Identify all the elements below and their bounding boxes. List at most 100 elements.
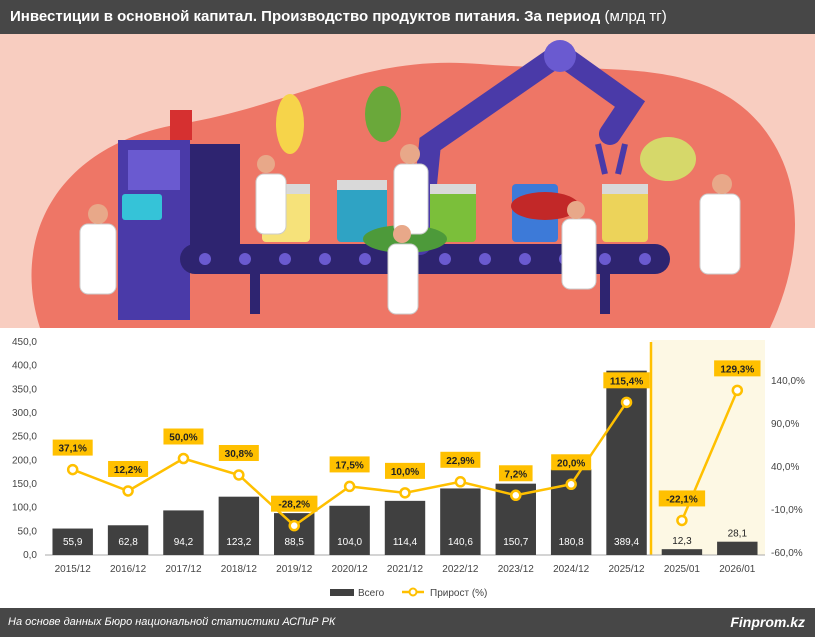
y-left-tick-label: 400,0 (12, 361, 37, 372)
bar (717, 541, 758, 555)
x-axis-labels: 2015/12 2016/12 2017/12 2018/12 2019/12 2020/… (55, 564, 756, 575)
growth-label-box (603, 372, 650, 389)
growth-label-box (385, 462, 425, 479)
legend-label-total: Всего (358, 588, 385, 599)
growth-label-box (271, 495, 318, 512)
y-right-tick-label: -60,0% (771, 548, 803, 559)
bar-value-label: 114,4 (393, 537, 418, 548)
y-left-tick-label: 250,0 (12, 432, 37, 443)
bar-value-label: 94,2 (174, 537, 194, 548)
y-right-axis: -60,0% -10,0% 40,0% 90,0% 140,0% (771, 376, 805, 559)
y-left-tick-label: 150,0 (12, 479, 37, 490)
bar (52, 528, 93, 555)
x-tick-label: 2026/01 (719, 564, 756, 575)
growth-value-label: 7,2% (504, 469, 527, 480)
bar (274, 513, 315, 555)
y-right-tick-label: 140,0% (771, 376, 805, 387)
growth-label-box (658, 490, 706, 507)
x-tick-label: 2020/12 (332, 564, 369, 575)
growth-point (288, 519, 300, 532)
bar-value-label: 62,8 (118, 537, 138, 548)
growth-value-label: 17,5% (335, 460, 363, 471)
chart-area: 0,0 50,0 100,0 150,0 200,0 250,0 300,0 350,0 400… (12, 337, 805, 599)
bar (384, 500, 426, 555)
y-left-tick-label: 450,0 (12, 337, 37, 348)
growth-point (565, 478, 577, 491)
y-left-tick-label: 100,0 (12, 503, 37, 514)
growth-point (66, 463, 79, 476)
growth-label-box (498, 465, 533, 482)
bar (163, 510, 204, 555)
growth-label-box (108, 460, 149, 477)
growth-point (399, 487, 411, 499)
growth-value-label: 20,0% (557, 458, 585, 469)
x-tick-label: 2019/12 (276, 564, 313, 575)
growth-point (510, 489, 522, 502)
food-production-illustration (0, 34, 815, 328)
growth-label-box (52, 439, 93, 456)
bar-value-label: 150,7 (503, 537, 528, 548)
y-right-tick-label: -10,0% (771, 505, 803, 516)
growth-value-label: 12,2% (114, 465, 142, 476)
x-tick-label: 2025/01 (664, 564, 701, 575)
growth-value-label: 115,4% (610, 376, 643, 387)
bar-value-label: 123,2 (226, 537, 251, 548)
source-note: На основе данных Бюро национальной стати… (8, 616, 336, 628)
title-bar: Инвестиции в основной капитал. Производс… (0, 0, 815, 34)
x-tick-label: 2021/12 (387, 564, 424, 575)
x-tick-label: 2025/12 (608, 564, 645, 575)
x-tick-label: 2022/12 (442, 564, 479, 575)
y-right-tick-label: 90,0% (771, 419, 799, 430)
growth-label-box (163, 428, 204, 445)
legend-line-marker (408, 587, 418, 597)
x-tick-label: 2015/12 (55, 564, 92, 575)
title-unit: (млрд тг) (604, 8, 667, 25)
bar-series (52, 370, 758, 555)
growth-label-box (440, 451, 481, 468)
bar (440, 488, 481, 555)
growth-value-label: -22,1% (666, 494, 698, 505)
bar-value-label: 28,1 (728, 529, 748, 540)
bar-value-label: 389,4 (614, 537, 639, 548)
growth-value-label: 129,3% (720, 364, 754, 375)
x-tick-label: 2024/12 (553, 564, 590, 575)
growth-label-box (551, 454, 592, 471)
footer: На основе данных Бюро национальной стати… (0, 608, 815, 637)
growth-point (731, 384, 744, 397)
growth-value-label: -28,2% (278, 500, 310, 511)
legend-bar-swatch (330, 589, 354, 596)
bar-value-labels: 55,9 62,8 94,2 123,2 88,5 104,0 114,4 140,6 150,… (63, 529, 748, 548)
bar (218, 496, 260, 555)
brand-logo: Finprom.kz (730, 614, 805, 630)
growth-point (454, 476, 467, 488)
x-tick-label: 2023/12 (498, 564, 535, 575)
growth-label-box (329, 456, 370, 473)
growth-point (177, 452, 190, 465)
chart-title: Инвестиции в основной капитал. Производс… (10, 8, 667, 25)
growth-point (620, 396, 633, 409)
growth-line-series (66, 384, 744, 532)
legend-label-growth: Прирост (%) (430, 588, 487, 599)
growth-value-label: 10,0% (391, 467, 419, 478)
growth-value-label: 50,0% (169, 433, 197, 444)
growth-point (233, 469, 245, 481)
growth-label-box (218, 444, 259, 461)
bar-value-label: 180,8 (559, 537, 584, 548)
growth-point (122, 485, 134, 497)
bar-value-label: 55,9 (63, 537, 83, 548)
growth-value-labels: 37,1% 12,2% 50,0% 30,8% -28,2% 17,5% 10,0% 22,9… (52, 360, 761, 512)
y-left-tick-label: 300,0 (12, 408, 37, 419)
growth-point (676, 514, 688, 527)
y-right-tick-label: 40,0% (771, 462, 799, 473)
legend: Всего Прирост (%) (330, 587, 487, 599)
growth-value-label: 30,8% (225, 449, 253, 460)
title-main: Инвестиции в основной капитал. Производс… (10, 8, 601, 25)
growth-value-label: 22,9% (446, 456, 474, 467)
bar-value-label: 140,6 (448, 537, 473, 548)
x-tick-label: 2017/12 (165, 564, 202, 575)
bar-value-label: 104,0 (337, 537, 362, 548)
bar (661, 549, 703, 555)
y-left-tick-label: 200,0 (12, 455, 37, 466)
bar-value-label: 12,3 (672, 536, 692, 547)
y-left-axis: 0,0 50,0 100,0 150,0 200,0 250,0 300,0 350,0 400… (12, 337, 37, 561)
